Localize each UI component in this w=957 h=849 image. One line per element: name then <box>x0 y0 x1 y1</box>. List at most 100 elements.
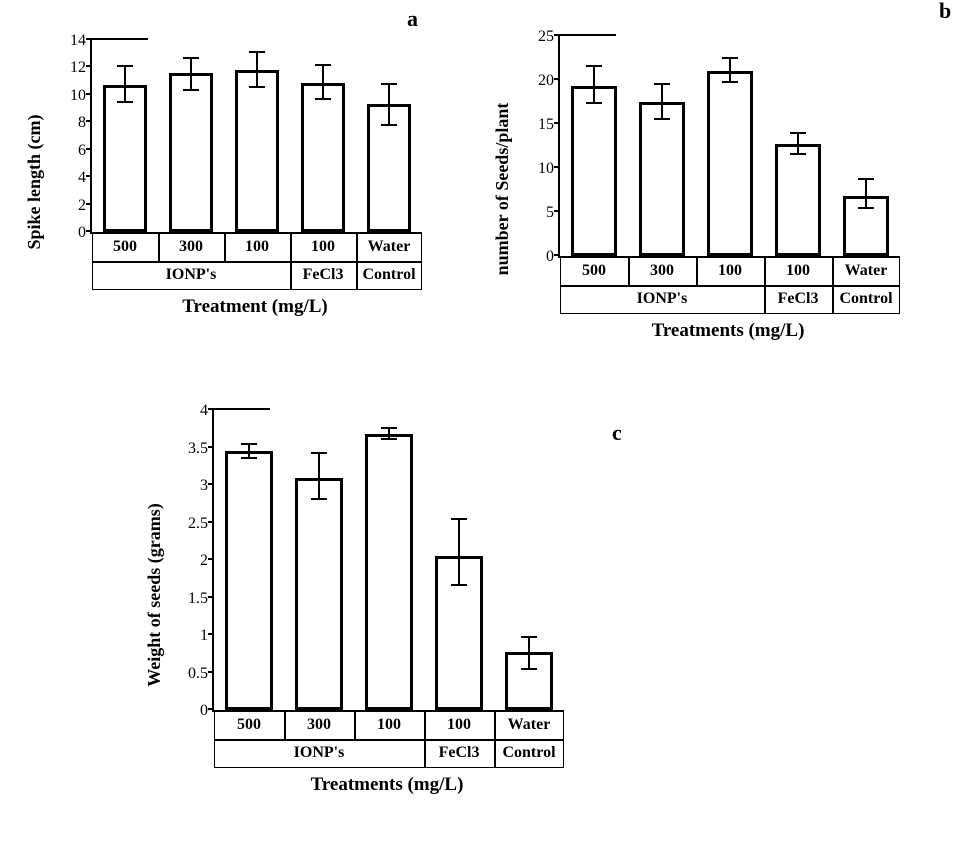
error-cap <box>586 102 602 104</box>
error-bar <box>124 66 126 103</box>
ylabel-b: number of Seeds/plant <box>492 74 513 304</box>
ytick: 0 <box>78 224 92 242</box>
ytick: 4 <box>200 402 214 420</box>
error-cap <box>381 124 397 126</box>
bar <box>707 71 753 256</box>
error-cap <box>183 89 199 91</box>
xaxis-box-c <box>214 710 564 740</box>
ytick: 10 <box>70 87 92 105</box>
ytick: 3.5 <box>188 440 214 458</box>
error-bar <box>388 84 390 127</box>
ytick: 5 <box>546 204 560 222</box>
panel-letter-a: a <box>407 6 418 32</box>
bar <box>103 85 148 232</box>
error-bar <box>458 519 460 587</box>
error-cap <box>790 132 806 134</box>
ylabel-c: Weight of seeds (grams) <box>144 480 165 710</box>
ytick: 3 <box>200 477 214 495</box>
error-cap <box>241 443 257 445</box>
error-bar <box>661 84 663 119</box>
panel-letter-c: c <box>612 420 622 446</box>
ytick: 0.5 <box>188 665 214 683</box>
error-cap <box>521 668 537 670</box>
plot-area-c: 0 0.5 1 1.5 2 2.5 3 3.5 4 500300100100Wa… <box>212 410 564 712</box>
error-cap <box>249 51 265 53</box>
error-cap <box>315 98 331 100</box>
error-cap <box>315 64 331 66</box>
panel-letter-b: b <box>939 0 951 24</box>
error-bar <box>865 179 867 210</box>
error-cap <box>241 457 257 459</box>
error-cap <box>117 65 133 67</box>
ytick: 1.5 <box>188 590 214 608</box>
ytick: 4 <box>78 169 92 187</box>
ytick: 14 <box>70 32 92 50</box>
error-cap <box>654 83 670 85</box>
ytick: 1 <box>200 627 214 645</box>
bars-b <box>560 36 900 256</box>
error-bar <box>318 453 320 500</box>
bar <box>169 73 214 232</box>
error-cap <box>858 178 874 180</box>
ytick: 8 <box>78 114 92 132</box>
error-cap <box>381 427 397 429</box>
error-bar <box>797 133 799 155</box>
error-bar <box>256 52 258 88</box>
bar <box>295 478 343 711</box>
xlabel-a: Treatment (mg/L) <box>182 296 327 318</box>
xaxis-box-c2 <box>214 740 564 768</box>
plot-area-b: 0 5 10 15 20 25 500300100100WaterIONP'sF… <box>558 36 900 258</box>
chart-a: Spike length (cm) 0 2 4 6 8 10 12 14 500… <box>30 40 430 340</box>
xlabel-c: Treatments (mg/L) <box>311 774 464 796</box>
error-cap <box>586 65 602 67</box>
error-cap <box>521 636 537 638</box>
error-cap <box>451 584 467 586</box>
ytick: 2 <box>200 552 214 570</box>
chart-c: Weight of seeds (grams) 0 0.5 1 1.5 2 2.… <box>150 410 590 830</box>
error-cap <box>722 81 738 83</box>
error-cap <box>381 438 397 440</box>
bar <box>235 70 280 232</box>
error-cap <box>722 57 738 59</box>
xaxis-box-a <box>92 232 422 262</box>
error-cap <box>451 518 467 520</box>
error-bar <box>322 65 324 101</box>
xaxis-box-b2 <box>560 286 900 314</box>
error-cap <box>381 83 397 85</box>
bars-c <box>214 410 564 710</box>
error-cap <box>790 153 806 155</box>
bar <box>365 434 413 710</box>
xaxis-box-b <box>560 256 900 286</box>
error-bar <box>593 66 595 104</box>
error-cap <box>858 207 874 209</box>
ytick: 12 <box>70 59 92 77</box>
error-cap <box>311 452 327 454</box>
bars-a <box>92 40 422 232</box>
ytick: 0 <box>546 248 560 266</box>
ytick: 0 <box>200 702 214 720</box>
ylabel-a: Spike length (cm) <box>24 82 45 282</box>
error-bar <box>528 637 530 671</box>
bar <box>639 102 685 256</box>
ytick: 15 <box>538 116 560 134</box>
error-bar <box>729 58 731 83</box>
ytick: 20 <box>538 72 560 90</box>
chart-b: number of Seeds/plant 0 5 10 15 20 25 50… <box>498 36 938 356</box>
error-bar <box>190 58 192 91</box>
bar <box>225 451 273 710</box>
bar <box>775 144 821 256</box>
error-cap <box>249 86 265 88</box>
xlabel-b: Treatments (mg/L) <box>652 320 805 342</box>
bar <box>301 83 346 232</box>
error-cap <box>654 118 670 120</box>
plot-area-a: 0 2 4 6 8 10 12 14 500300100100WaterIONP… <box>90 40 422 234</box>
xaxis-box-a2 <box>92 262 422 290</box>
error-cap <box>117 101 133 103</box>
ytick: 6 <box>78 142 92 160</box>
ytick: 2.5 <box>188 515 214 533</box>
ytick: 2 <box>78 197 92 215</box>
ytick: 10 <box>538 160 560 178</box>
ytick: 25 <box>538 28 560 46</box>
error-cap <box>311 498 327 500</box>
error-cap <box>183 57 199 59</box>
